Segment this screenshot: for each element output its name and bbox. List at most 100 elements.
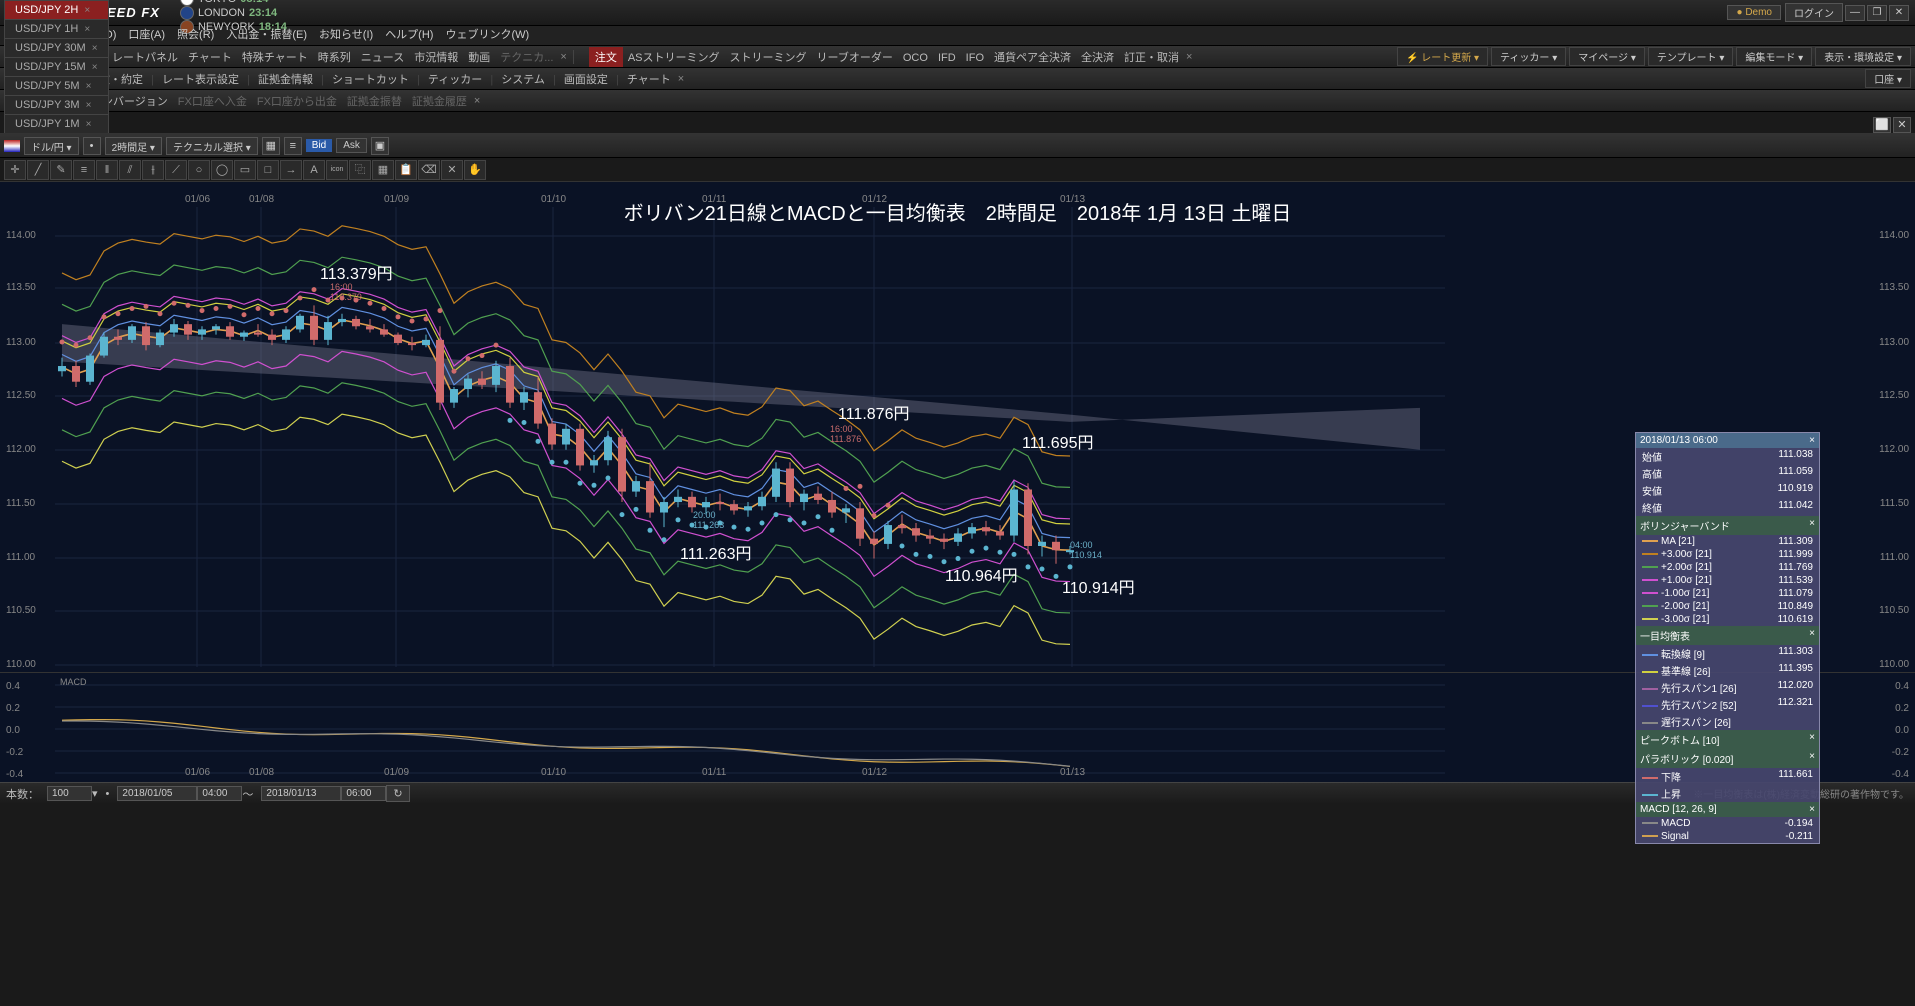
menu-item[interactable]: お知らせ(I) xyxy=(313,27,379,43)
section-close-icon[interactable]: × xyxy=(1809,732,1815,747)
chart-tab[interactable]: USD/JPY 3M× xyxy=(4,95,109,114)
chart-tab[interactable]: USD/JPY 2H× xyxy=(4,0,109,19)
ask-button[interactable]: Ask xyxy=(336,138,367,153)
copy-tool[interactable]: ⿻ xyxy=(349,160,371,180)
panel-close-icon[interactable]: × xyxy=(1809,435,1815,446)
toolbar-close[interactable]: × xyxy=(678,73,684,85)
layer-tool[interactable]: ▦ xyxy=(372,160,394,180)
toolbar-item[interactable]: IFD xyxy=(933,50,961,66)
cross-tool[interactable]: ✛ xyxy=(4,160,26,180)
arrow-tool[interactable]: → xyxy=(280,160,302,180)
tab-close-icon[interactable]: × xyxy=(84,5,90,16)
account-button[interactable]: 口座 ▾ xyxy=(1865,69,1911,88)
pair-select[interactable]: ドル/円 ▾ xyxy=(24,137,79,155)
toolbar-item[interactable]: レートパネル xyxy=(107,50,183,66)
section-close-icon[interactable]: × xyxy=(1809,804,1815,815)
rect-tool[interactable]: ▭ xyxy=(234,160,256,180)
toolbar-item[interactable]: 証拠金情報 xyxy=(253,72,318,88)
toolbar-item[interactable]: 全決済 xyxy=(1076,50,1119,66)
undo-tool[interactable]: ✕ xyxy=(441,160,463,180)
indicator-info-panel[interactable]: 2018/01/13 06:00 × 始値111.038高値111.059安値1… xyxy=(1635,432,1820,844)
toolbar-item[interactable]: 画面設定 xyxy=(559,72,613,88)
section-close-icon[interactable]: × xyxy=(1809,751,1815,766)
fib-tool[interactable]: ⫲ xyxy=(142,160,164,180)
chart-tab[interactable]: USD/JPY 30M× xyxy=(4,38,109,57)
tab-close-icon[interactable]: ✕ xyxy=(1893,117,1911,133)
tab-close-icon[interactable]: × xyxy=(86,81,92,92)
toolbar-item[interactable]: OCO xyxy=(898,50,933,66)
close-icon[interactable]: ✕ xyxy=(1889,5,1909,21)
chart-tab[interactable]: USD/JPY 1M× xyxy=(4,114,109,133)
toolbar-item[interactable]: 動画 xyxy=(463,50,495,66)
chart-tab[interactable]: USD/JPY 5M× xyxy=(4,76,109,95)
minimize-icon[interactable]: — xyxy=(1845,5,1865,21)
restore-icon[interactable]: ❐ xyxy=(1867,5,1887,21)
chart-tab[interactable]: USD/JPY 15M× xyxy=(4,57,109,76)
circle-tool[interactable]: ○ xyxy=(188,160,210,180)
toolbar-item[interactable]: 市況情報 xyxy=(409,50,463,66)
hline-tool[interactable]: ≡ xyxy=(73,160,95,180)
bid-button[interactable]: Bid xyxy=(306,139,332,152)
ellipse-tool[interactable]: ◯ xyxy=(211,160,233,180)
toolbar-item[interactable]: テクニカ... xyxy=(495,50,558,66)
chart-tab[interactable]: USD/JPY 1H× xyxy=(4,19,109,38)
main-chart[interactable]: ボリバン21日線とMACDと一目均衡表 2時間足 2018年 1月 13日 土曜… xyxy=(0,182,1915,672)
tab-close-icon[interactable]: × xyxy=(86,119,92,130)
demo-button[interactable]: ● Demo xyxy=(1727,5,1781,20)
toolbar-item[interactable]: リーブオーダー xyxy=(812,50,898,66)
delete-tool[interactable]: ⌫ xyxy=(418,160,440,180)
hand-tool[interactable]: ✋ xyxy=(464,160,486,180)
tab-maximize-icon[interactable]: ⬜ xyxy=(1873,117,1891,133)
toolbar-item[interactable]: 証拠金振替 xyxy=(342,94,407,110)
toolbar-item[interactable]: ショートカット xyxy=(327,72,414,88)
time-from-input[interactable] xyxy=(197,786,242,801)
menu-item[interactable]: 入出金・振替(E) xyxy=(220,27,313,43)
paste-tool[interactable]: 📋 xyxy=(395,160,417,180)
pen-tool[interactable]: ✎ xyxy=(50,160,72,180)
line-tool[interactable]: ╱ xyxy=(27,160,49,180)
pair-nav-icon[interactable]: • xyxy=(83,137,101,155)
toolbar-item[interactable]: 特殊チャート xyxy=(237,50,313,66)
toolbar-close[interactable]: × xyxy=(474,95,480,107)
list-icon[interactable]: ≡ xyxy=(284,137,302,155)
timeframe-select[interactable]: 2時間足 ▾ xyxy=(105,137,162,155)
channel-tool[interactable]: ⫽ xyxy=(119,160,141,180)
settings-button[interactable]: 表示・環境設定 ▾ xyxy=(1815,47,1911,66)
reload-icon[interactable]: ↻ xyxy=(386,785,409,802)
vline-tool[interactable]: ‖ xyxy=(96,160,118,180)
toolbar-item[interactable]: ニュース xyxy=(356,50,409,66)
bars-input[interactable] xyxy=(47,786,92,801)
bars-down-icon[interactable]: ▾ xyxy=(92,787,98,800)
setting-icon[interactable]: ▦ xyxy=(262,137,280,155)
toolbar-item[interactable]: チャート xyxy=(622,72,676,88)
toolbar-item[interactable]: ティッカー xyxy=(423,72,487,88)
tab-close-icon[interactable]: × xyxy=(92,43,98,54)
toolbar-close[interactable]: × xyxy=(1186,51,1192,63)
editmode-button[interactable]: 編集モード ▾ xyxy=(1736,47,1812,66)
toolbar-item[interactable]: 証拠金履歴 xyxy=(407,94,472,110)
toolbar-item[interactable]: FX口座へ入金 xyxy=(173,94,252,110)
section-close-icon[interactable]: × xyxy=(1809,628,1815,643)
fan-tool[interactable]: ⟋ xyxy=(165,160,187,180)
toolbar-item[interactable]: 訂正・取消 xyxy=(1119,50,1184,66)
tab-close-icon[interactable]: × xyxy=(86,100,92,111)
bars-nav-icon[interactable]: • xyxy=(106,788,110,800)
text-tool[interactable]: A xyxy=(303,160,325,180)
icon-tool[interactable]: icon xyxy=(326,160,348,180)
toolbar-item[interactable]: IFO xyxy=(961,50,989,66)
date-from-input[interactable] xyxy=(117,786,197,801)
technical-select[interactable]: テクニカル選択 ▾ xyxy=(166,137,258,155)
mypage-button[interactable]: マイページ ▾ xyxy=(1569,47,1645,66)
toolbar-item[interactable]: ストリーミング xyxy=(725,50,812,66)
rate-refresh-button[interactable]: ⚡ レート更新 ▾ xyxy=(1397,47,1488,66)
section-close-icon[interactable]: × xyxy=(1809,518,1815,533)
toolbar-item[interactable]: 時系列 xyxy=(313,50,356,66)
toolbar-item[interactable]: システム xyxy=(496,72,550,88)
menu-item[interactable]: 照会(R) xyxy=(171,27,220,43)
toolbar-item[interactable]: 通貨ペア全決済 xyxy=(989,50,1076,66)
time-to-input[interactable] xyxy=(341,786,386,801)
menu-item[interactable]: ヘルプ(H) xyxy=(379,27,439,43)
menu-item[interactable]: 口座(A) xyxy=(122,27,171,43)
tab-close-icon[interactable]: × xyxy=(84,24,90,35)
menu-item[interactable]: ウェブリンク(W) xyxy=(439,27,535,43)
